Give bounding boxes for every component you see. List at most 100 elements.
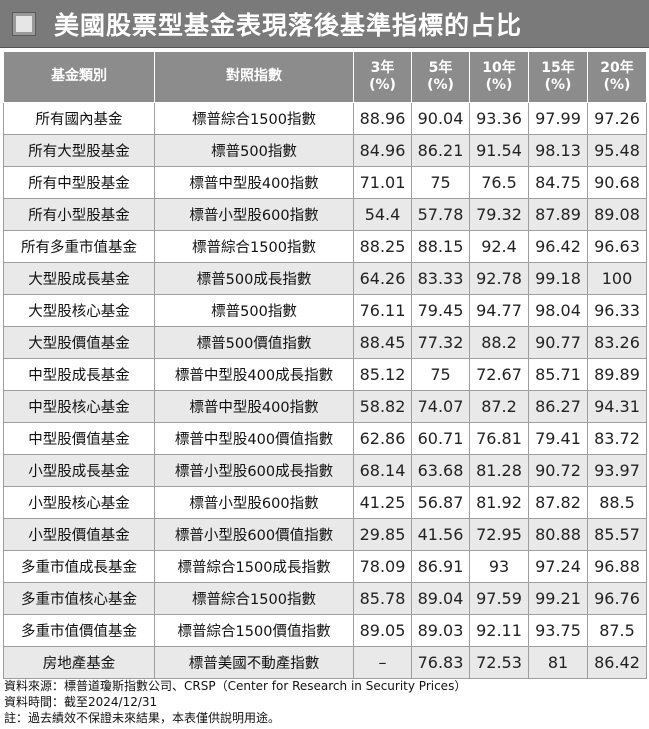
y5-cell: 79.45 bbox=[411, 294, 470, 327]
y15-cell: 90.77 bbox=[528, 326, 588, 359]
y20-cell: 100 bbox=[587, 262, 647, 295]
y15-cell: 80.88 bbox=[528, 518, 588, 551]
y3-cell: 89.05 bbox=[353, 614, 412, 647]
y10-cell: 93 bbox=[469, 550, 529, 583]
fund-type-cell: 小型股價值基金 bbox=[3, 518, 155, 551]
y5-cell: 88.15 bbox=[411, 230, 470, 263]
y10-cell: 88.2 bbox=[469, 326, 529, 359]
y10-cell: 91.54 bbox=[469, 134, 529, 167]
benchmark-cell: 標普綜合1500價值指數 bbox=[154, 614, 354, 647]
y3-cell: – bbox=[353, 646, 412, 679]
y5-cell: 56.87 bbox=[411, 486, 470, 519]
y5-cell: 86.21 bbox=[411, 134, 470, 167]
y15-cell: 81 bbox=[528, 646, 588, 679]
header-benchmark: 對照指數 bbox=[154, 51, 354, 103]
y3-cell: 85.12 bbox=[353, 358, 412, 391]
table-row: 所有國內基金 標普綜合1500指數 88.96 90.04 93.36 97.99 97.2… bbox=[3, 102, 647, 135]
y10-cell: 81.92 bbox=[469, 486, 529, 519]
y3-cell: 85.78 bbox=[353, 582, 412, 615]
y20-cell: 94.31 bbox=[587, 390, 647, 423]
y5-cell: 60.71 bbox=[411, 422, 470, 455]
y3-cell: 76.11 bbox=[353, 294, 412, 327]
y20-cell: 89.08 bbox=[587, 198, 647, 231]
y10-cell: 97.59 bbox=[469, 582, 529, 615]
y3-cell: 54.4 bbox=[353, 198, 412, 231]
y20-cell: 96.63 bbox=[587, 230, 647, 263]
table-row: 大型股核心基金 標普500指數 76.11 79.45 94.77 98.04 96.33 bbox=[3, 294, 647, 327]
source-note: 資料來源：標普道瓊斯指數公司、CRSP（Center for Research … bbox=[4, 679, 467, 693]
header-15y: 15年 (%) bbox=[528, 51, 588, 103]
table-body: 所有國內基金 標普綜合1500指數 88.96 90.04 93.36 97.99 97.2… bbox=[3, 102, 647, 679]
table-row: 所有大型股基金 標普500指數 84.96 86.21 91.54 98.13 95.48 bbox=[3, 134, 647, 167]
benchmark-cell: 標普小型股600指數 bbox=[154, 486, 354, 519]
y5-cell: 75 bbox=[411, 166, 470, 199]
table-row: 大型股成長基金 標普500成長指數 64.26 83.33 92.78 99.18 100 bbox=[3, 262, 647, 295]
y15-cell: 93.75 bbox=[528, 614, 588, 647]
y20-cell: 96.88 bbox=[587, 550, 647, 583]
y20-cell: 93.97 bbox=[587, 454, 647, 487]
fund-type-cell: 多重市值核心基金 bbox=[3, 582, 155, 615]
benchmark-cell: 標普中型股400指數 bbox=[154, 166, 354, 199]
y15-cell: 98.04 bbox=[528, 294, 588, 327]
y20-cell: 90.68 bbox=[587, 166, 647, 199]
table-row: 所有多重市值基金 標普綜合1500指數 88.25 88.15 92.4 96.42 96.… bbox=[3, 230, 647, 263]
square-bullet-icon bbox=[12, 11, 36, 36]
y5-cell: 89.03 bbox=[411, 614, 470, 647]
table-row: 小型股價值基金 標普小型股600價值指數 29.85 41.56 72.95 80.88 8… bbox=[3, 518, 647, 551]
y3-cell: 88.96 bbox=[353, 102, 412, 135]
y3-cell: 29.85 bbox=[353, 518, 412, 551]
y5-cell: 86.91 bbox=[411, 550, 470, 583]
benchmark-cell: 標普500成長指數 bbox=[154, 262, 354, 295]
table-row: 所有小型股基金 標普小型股600指數 54.4 57.78 79.32 87.89 89.0… bbox=[3, 198, 647, 231]
benchmark-cell: 標普500指數 bbox=[154, 294, 354, 327]
fund-type-cell: 大型股成長基金 bbox=[3, 262, 155, 295]
table-row: 多重市值核心基金 標普綜合1500指數 85.78 89.04 97.59 99.21 96… bbox=[3, 582, 647, 615]
benchmark-cell: 標普500指數 bbox=[154, 134, 354, 167]
y20-cell: 87.5 bbox=[587, 614, 647, 647]
y20-cell: 95.48 bbox=[587, 134, 647, 167]
table-row: 小型股成長基金 標普小型股600成長指數 68.14 63.68 81.28 90.72 9… bbox=[3, 454, 647, 487]
y15-cell: 97.99 bbox=[528, 102, 588, 135]
benchmark-cell: 標普綜合1500指數 bbox=[154, 102, 354, 135]
y3-cell: 62.86 bbox=[353, 422, 412, 455]
y10-cell: 76.5 bbox=[469, 166, 529, 199]
benchmark-cell: 標普綜合1500指數 bbox=[154, 230, 354, 263]
benchmark-cell: 標普小型股600價值指數 bbox=[154, 518, 354, 551]
y20-cell: 96.76 bbox=[587, 582, 647, 615]
footer-notes: 資料來源：標普道瓊斯指數公司、CRSP（Center for Research … bbox=[4, 678, 644, 726]
y5-cell: 63.68 bbox=[411, 454, 470, 487]
fund-type-cell: 中型股價值基金 bbox=[3, 422, 155, 455]
y15-cell: 96.42 bbox=[528, 230, 588, 263]
benchmark-cell: 標普綜合1500成長指數 bbox=[154, 550, 354, 583]
table-row: 中型股核心基金 標普中型股400指數 58.82 74.07 87.2 86.27 94.3… bbox=[3, 390, 647, 423]
y3-cell: 71.01 bbox=[353, 166, 412, 199]
table-row: 中型股成長基金 標普中型股400成長指數 85.12 75 72.67 85.71 89.8… bbox=[3, 358, 647, 391]
y15-cell: 97.24 bbox=[528, 550, 588, 583]
fund-type-cell: 中型股成長基金 bbox=[3, 358, 155, 391]
y3-cell: 88.25 bbox=[353, 230, 412, 263]
y3-cell: 88.45 bbox=[353, 326, 412, 359]
table-row: 大型股價值基金 標普500價值指數 88.45 77.32 88.2 90.77 83.26 bbox=[3, 326, 647, 359]
y15-cell: 87.89 bbox=[528, 198, 588, 231]
table-row: 小型股核心基金 標普小型股600指數 41.25 56.87 81.92 87.82 88.… bbox=[3, 486, 647, 519]
header-5y: 5年 (%) bbox=[411, 51, 470, 103]
header-10y: 10年 (%) bbox=[469, 51, 529, 103]
header-fund-type: 基金類別 bbox=[3, 51, 155, 103]
y10-cell: 94.77 bbox=[469, 294, 529, 327]
table-row: 多重市值成長基金 標普綜合1500成長指數 78.09 86.91 93 97.24 96.… bbox=[3, 550, 647, 583]
table-row: 房地產基金 標普美國不動產指數 –76.83 72.53 81 86.42 bbox=[3, 646, 647, 679]
fund-type-cell: 所有多重市值基金 bbox=[3, 230, 155, 263]
fund-type-cell: 小型股核心基金 bbox=[3, 486, 155, 519]
table-row: 所有中型股基金 標普中型股400指數 71.01 75 76.5 84.75 90.68 bbox=[3, 166, 647, 199]
y5-cell: 83.33 bbox=[411, 262, 470, 295]
y3-cell: 58.82 bbox=[353, 390, 412, 423]
y10-cell: 81.28 bbox=[469, 454, 529, 487]
fund-type-cell: 多重市值成長基金 bbox=[3, 550, 155, 583]
y3-cell: 84.96 bbox=[353, 134, 412, 167]
fund-type-cell: 所有大型股基金 bbox=[3, 134, 155, 167]
y20-cell: 89.89 bbox=[587, 358, 647, 391]
fund-type-cell: 中型股核心基金 bbox=[3, 390, 155, 423]
table-row: 中型股價值基金 標普中型股400價值指數 62.86 60.71 76.81 79.41 8… bbox=[3, 422, 647, 455]
benchmark-cell: 標普中型股400指數 bbox=[154, 390, 354, 423]
